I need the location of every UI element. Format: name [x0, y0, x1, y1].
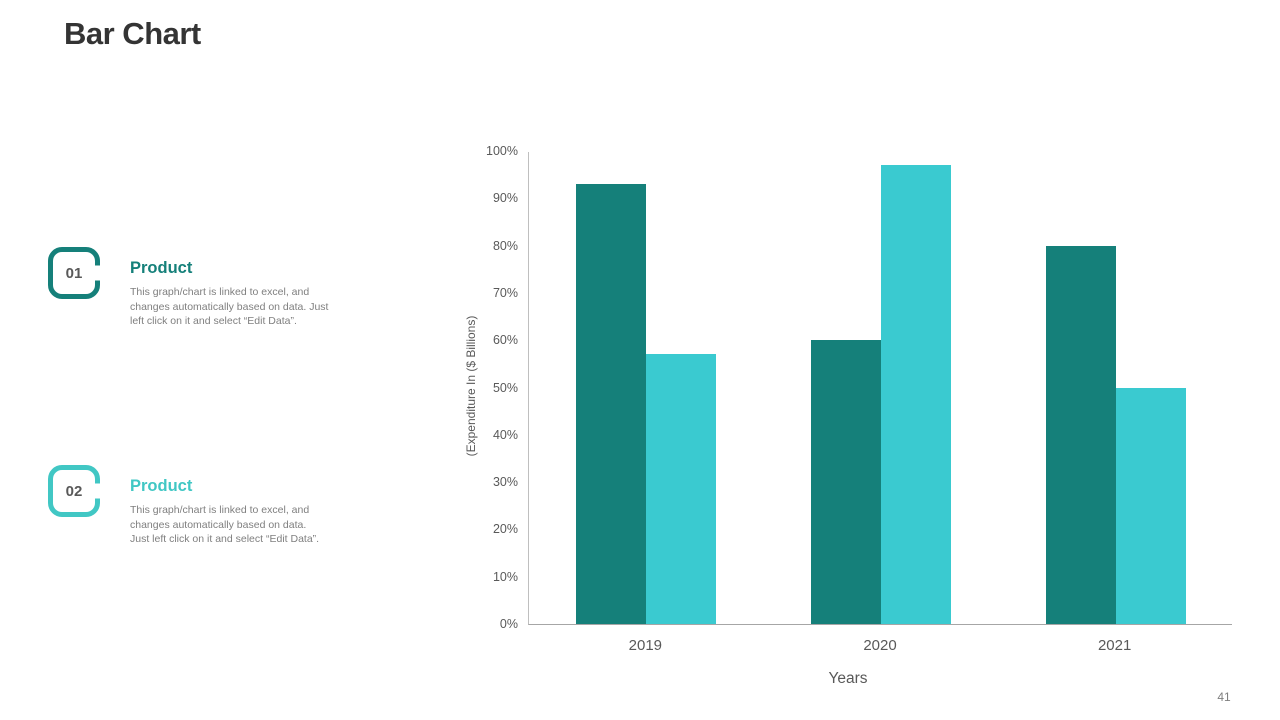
- item-02-heading: Product: [130, 477, 193, 495]
- bar-2019-series1: [576, 184, 647, 624]
- y-tick-label-60: 60%: [492, 333, 518, 348]
- y-tick-label-50: 50%: [492, 380, 518, 395]
- item-01-number: 01: [65, 264, 83, 282]
- x-category-label-2021: 2021: [1097, 637, 1132, 654]
- y-tick-label-0: 0%: [499, 617, 518, 631]
- page-title: Bar Chart: [64, 16, 201, 51]
- x-category-label-2020: 2020: [863, 637, 897, 654]
- bar-2020-series2: [881, 165, 951, 624]
- item-02-number: 02: [65, 482, 83, 500]
- bar-2021-series2: [1115, 387, 1186, 624]
- y-tick-label-100: 100%: [486, 144, 518, 158]
- page-number: 41: [1217, 690, 1231, 704]
- bar-2019-series2: [646, 354, 717, 624]
- y-tick-label-80: 80%: [492, 238, 518, 253]
- y-tick-label-10: 10%: [492, 569, 518, 584]
- bar-2021-series1: [1045, 245, 1116, 624]
- bar-2020-series1: [811, 340, 881, 624]
- item-01-text: Product This graph/chart is linked to ex…: [130, 259, 338, 329]
- x-axis-title: Years: [828, 670, 868, 687]
- y-tick-label-70: 70%: [492, 285, 518, 300]
- item-01-number-badge: 01: [48, 247, 100, 299]
- item-01-description: This graph/chart is linked to excel, and…: [130, 286, 329, 327]
- y-tick-label-90: 90%: [492, 191, 518, 206]
- y-tick-label-30: 30%: [492, 475, 518, 490]
- item-01-heading: Product: [130, 259, 193, 277]
- x-category-label-2019: 2019: [628, 637, 663, 654]
- item-02-text: Product This graph/chart is linked to ex…: [130, 477, 328, 547]
- bar-chart-plot-area: [528, 152, 1232, 625]
- item-02-description: This graph/chart is linked to excel, and…: [130, 504, 320, 545]
- item-02-number-badge: 02: [48, 465, 100, 517]
- y-tick-label-40: 40%: [492, 427, 518, 442]
- y-tick-label-20: 20%: [492, 522, 518, 537]
